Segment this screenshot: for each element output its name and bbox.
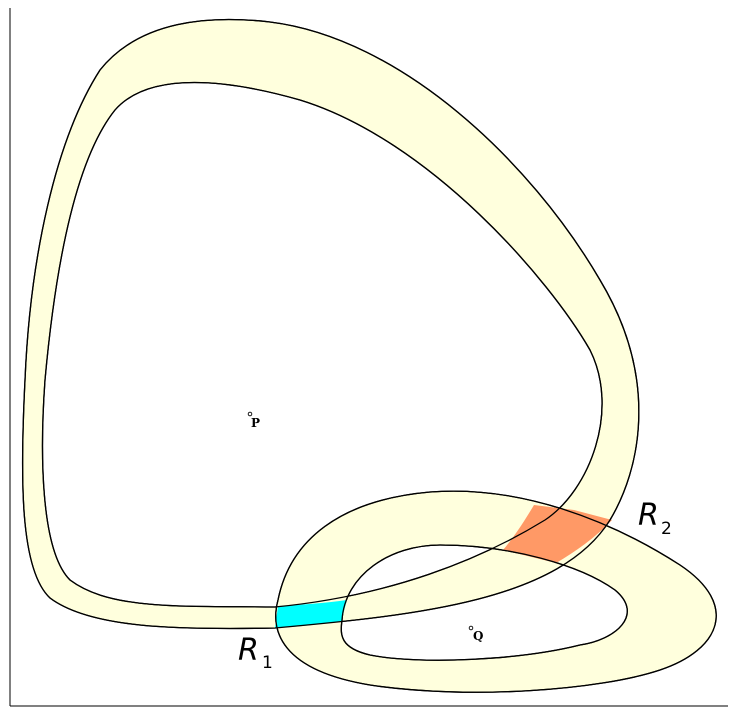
svg-text:1: 1 (262, 653, 273, 673)
region-r1-label: R 1 (238, 633, 273, 673)
band-q-outer-edge (275, 490, 717, 693)
band-p-inner-edge (41, 81, 603, 608)
region-r2 (503, 505, 612, 563)
svg-text:R: R (238, 633, 259, 668)
svg-text:R: R (638, 498, 659, 533)
point-q-marker (468, 625, 474, 631)
band-p-outer-edge (21, 18, 640, 630)
point-p-marker (247, 411, 253, 417)
point-p-label: P (251, 416, 260, 430)
region-r1 (275, 600, 347, 628)
point-q-label: Q (473, 629, 483, 643)
band-q-inner-edge (340, 544, 628, 661)
svg-text:2: 2 (661, 519, 672, 539)
region-r2-label: R 2 (638, 498, 672, 539)
